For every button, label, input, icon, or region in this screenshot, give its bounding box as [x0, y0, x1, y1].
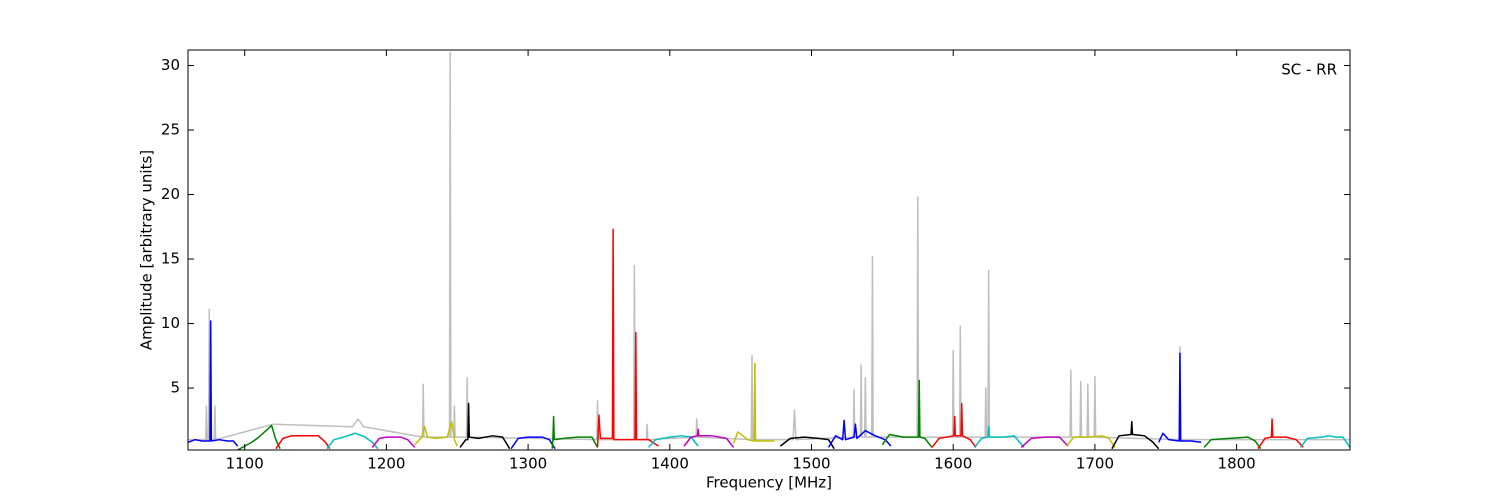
y-axis-label: Amplitude [arbitrary units] [138, 150, 156, 350]
series-line [237, 424, 281, 450]
x-tick-label: 1300 [509, 455, 547, 473]
axes-frame [187, 49, 1351, 451]
y-tick-label: 20 [161, 185, 180, 203]
series-line [1020, 436, 1069, 448]
series-line [596, 228, 659, 448]
x-tick-label: 1200 [367, 455, 405, 473]
x-tick-label: 1100 [226, 455, 264, 473]
series-line [647, 435, 699, 448]
series-line [881, 379, 933, 448]
x-axis-label: Frequency [MHz] [706, 474, 832, 492]
series-line [1203, 436, 1262, 450]
series-line [414, 420, 458, 447]
series-line [1065, 435, 1116, 448]
series-line [188, 51, 1350, 441]
x-tick-label: 1700 [1076, 455, 1114, 473]
y-tick-label: 5 [170, 379, 180, 397]
series-line [827, 419, 892, 448]
series-line [1299, 435, 1350, 448]
series-line [931, 402, 977, 448]
x-tick-label: 1600 [934, 455, 972, 473]
annotation: SC - RR [1281, 61, 1337, 79]
series-line [459, 402, 511, 450]
y-tick-label: 15 [161, 250, 180, 268]
series-line [779, 436, 835, 450]
series-line [1257, 418, 1304, 450]
series-line [326, 432, 379, 450]
series-line [551, 415, 599, 449]
x-tick-label: 1400 [651, 455, 689, 473]
series-line [510, 436, 556, 450]
series-line [1111, 420, 1160, 450]
plot-area [188, 51, 1350, 450]
series-line [1158, 352, 1202, 444]
y-tick-label: 30 [161, 56, 180, 74]
series-line [683, 428, 735, 448]
series-line [973, 426, 1025, 448]
series-line [732, 362, 775, 444]
series-line [371, 436, 416, 448]
x-tick-label: 1800 [1218, 455, 1256, 473]
series-line [275, 435, 331, 450]
y-tick-label: 10 [161, 314, 180, 332]
y-tick-label: 25 [161, 121, 180, 139]
x-tick-label: 1500 [792, 455, 830, 473]
series-line [188, 320, 239, 447]
